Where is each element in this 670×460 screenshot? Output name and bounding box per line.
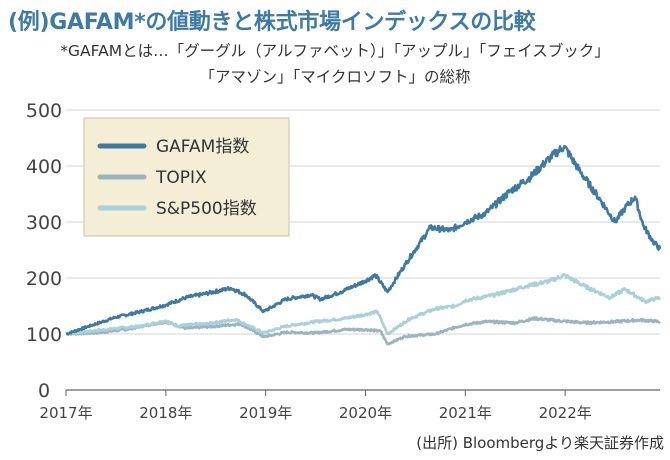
series-line-topix — [65, 316, 661, 346]
y-tick-label: 100 — [26, 324, 62, 346]
x-tick-label: 2021年 — [439, 404, 492, 422]
legend: GAFAM指数 TOPIX S&P500指数 — [83, 117, 290, 237]
series-line-gafam — [65, 145, 662, 336]
subtitle-line-2: 「アマゾン」「マイクロソフト」の総称 — [199, 68, 471, 86]
y-tick-label: 200 — [26, 268, 62, 290]
source-note: (出所) Bloombergより楽天証券作成 — [416, 434, 664, 452]
x-tick-label: 2019年 — [239, 404, 292, 422]
y-tick-label: 500 — [26, 100, 62, 122]
y-tick-label: 400 — [26, 156, 62, 178]
legend-item-sp500: S&P500指数 — [156, 199, 257, 219]
y-tick-label: 0 — [38, 380, 50, 402]
legend-item-topix: TOPIX — [155, 168, 207, 188]
series-lines — [65, 145, 662, 346]
x-tick-label: 2020年 — [339, 404, 392, 422]
x-tick-label: 2017年 — [39, 404, 92, 422]
chart-title: (例)GAFAM*の値動きと株式市場インデックスの比較 — [8, 10, 536, 35]
subtitle-line-1: *GAFAMとは…「グーグル（アルファベット）」「アップル」「フェイスブック」 — [60, 42, 610, 60]
series-line-sp500 — [65, 273, 662, 336]
legend-item-gafam: GAFAM指数 — [156, 137, 249, 157]
y-tick-label: 300 — [26, 212, 62, 234]
x-tick-label: 2018年 — [139, 404, 192, 422]
chart-subtitle: *GAFAMとは…「グーグル（アルファベット）」「アップル」「フェイスブック」 … — [0, 38, 670, 90]
x-tick-label: 2022年 — [539, 404, 592, 422]
